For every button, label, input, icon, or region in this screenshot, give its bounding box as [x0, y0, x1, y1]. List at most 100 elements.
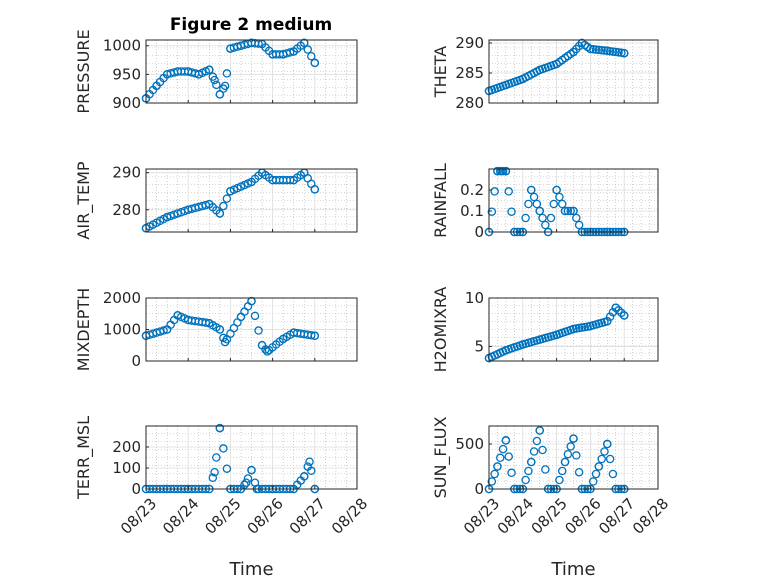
data-point [594, 45, 604, 55]
data-point [501, 346, 511, 355]
data-point [552, 185, 561, 195]
data-point [215, 209, 225, 218]
data-point [611, 47, 621, 57]
data-point [289, 47, 298, 56]
y-tick-label: 285 [455, 64, 484, 82]
data-point [201, 318, 211, 327]
data-point [597, 45, 606, 55]
y-tick-label: 280 [455, 94, 484, 112]
data-point [162, 212, 172, 222]
data-point [498, 444, 508, 454]
axes-box [488, 168, 659, 233]
data-point [236, 41, 246, 50]
data-point [493, 462, 502, 471]
data-point [236, 312, 246, 322]
data-point [569, 434, 578, 443]
data-point [496, 453, 505, 463]
y-tick-label: 10 [465, 289, 484, 307]
data-point [310, 58, 320, 68]
data-point [586, 321, 595, 331]
y-axis-label: MIXDEPTH [74, 288, 93, 371]
y-tick-label: 0 [131, 480, 141, 498]
data-point [603, 317, 612, 326]
axes-box [488, 297, 659, 362]
y-tick-label: 100 [112, 459, 141, 477]
data-point [507, 207, 516, 216]
data-point [162, 70, 172, 79]
data-point [210, 75, 219, 85]
data-point [614, 306, 623, 315]
data-point [219, 444, 228, 453]
y-tick-label: 950 [112, 65, 141, 83]
data-point [507, 468, 516, 478]
data-point [549, 199, 559, 209]
data-point [289, 175, 298, 185]
data-point [162, 325, 172, 334]
data-point [605, 46, 615, 56]
y-tick-label: 0.2 [460, 181, 484, 199]
data-point [529, 447, 539, 456]
y-tick-label: 1000 [103, 37, 141, 55]
data-point [501, 436, 511, 445]
data-point [183, 205, 193, 215]
data-point [307, 331, 316, 340]
data-point [299, 38, 309, 48]
data-point [263, 347, 272, 356]
data-point [608, 47, 618, 56]
data-point [222, 69, 232, 78]
data-point [527, 457, 536, 467]
data-point [524, 466, 533, 476]
y-tick-label: 280 [112, 201, 141, 219]
data-point [205, 65, 214, 75]
data-point [574, 467, 584, 477]
data-point [552, 330, 561, 340]
data-point [538, 213, 547, 223]
data-point [487, 207, 497, 216]
data-point [541, 465, 550, 474]
data-point [527, 185, 536, 195]
data-point [605, 454, 615, 464]
y-tick-label: 0 [474, 480, 484, 498]
y-axis-label: PRESSURE [74, 29, 93, 113]
data-point [247, 465, 256, 475]
data-point [588, 477, 598, 486]
data-point [183, 67, 193, 76]
data-point [210, 467, 219, 477]
subplot-4: 0 0.1 0.2 RAINFALL [431, 163, 659, 241]
data-point [560, 206, 570, 216]
data-point [226, 44, 235, 53]
data-point [521, 213, 530, 223]
y-tick-label: 0 [474, 223, 484, 241]
data-point [268, 175, 277, 185]
subplot-6: 5 10 H2OMIXRA [431, 287, 659, 373]
y-tick-label: 5 [474, 337, 484, 355]
x-axis-label: Time [228, 559, 273, 580]
data-point [532, 199, 542, 209]
data-point [555, 475, 564, 485]
data-point [535, 426, 544, 435]
data-point [557, 466, 567, 476]
data-point [159, 326, 168, 335]
data-point [254, 326, 263, 335]
y-axis-label: RAINFALL [431, 163, 450, 238]
axes-box [145, 425, 358, 490]
data-point [501, 80, 511, 90]
data-point [588, 45, 598, 54]
subplot-5: 0 1000 2000 MIXDEPTH [74, 288, 358, 371]
data-point [226, 186, 235, 196]
data-point [278, 50, 288, 59]
data-point [535, 65, 544, 75]
data-point [619, 311, 629, 320]
data-point [257, 340, 267, 350]
data-point [569, 47, 578, 57]
axes-box [488, 425, 659, 490]
data-point [546, 213, 556, 223]
data-point [303, 45, 313, 54]
y-axis-label: THETA [431, 46, 450, 98]
data-point [597, 454, 606, 464]
y-axis-label: H2OMIXRA [431, 287, 450, 373]
y-tick-label: 0 [131, 352, 141, 370]
subplot-1: 900 950 1000 PRESSURE [74, 29, 358, 114]
data-point [566, 442, 575, 451]
data-point [591, 45, 601, 54]
